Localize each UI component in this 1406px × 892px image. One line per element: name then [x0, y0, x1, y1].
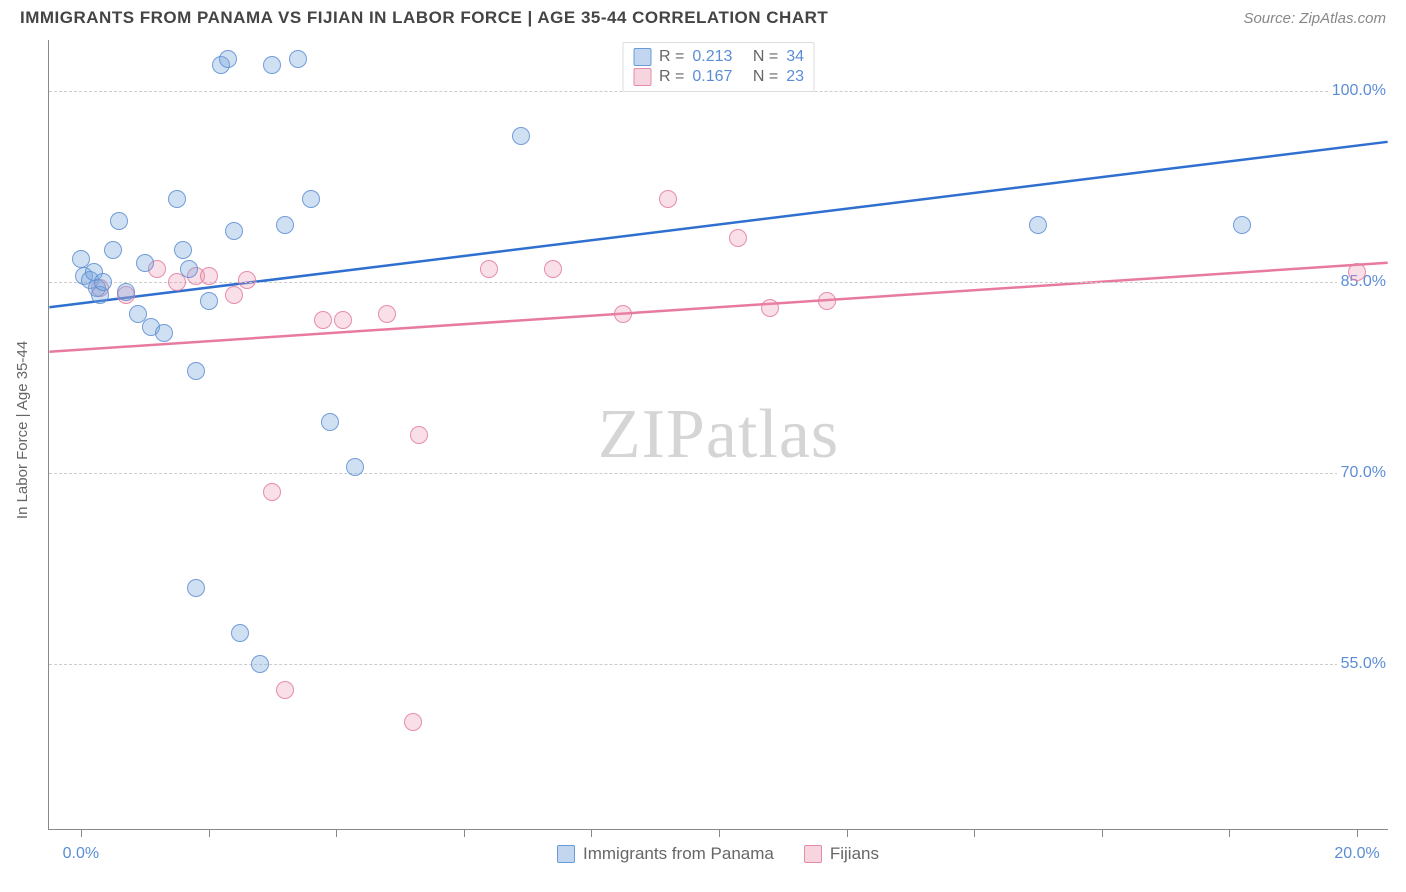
data-point-pink	[480, 260, 498, 278]
data-point-blue	[231, 624, 249, 642]
data-point-pink	[200, 267, 218, 285]
data-point-pink	[263, 483, 281, 501]
data-point-pink	[404, 713, 422, 731]
legend-row-blue: R = 0.213 N = 34	[633, 47, 804, 67]
chart-container: ZIPatlas R = 0.213 N = 34 R = 0.167 N = …	[48, 40, 1388, 830]
x-tick	[974, 829, 975, 837]
data-point-blue	[512, 127, 530, 145]
data-point-pink	[544, 260, 562, 278]
y-tick-label: 70.0%	[1337, 464, 1390, 482]
swatch-pink-icon	[804, 845, 822, 863]
x-tick	[1357, 829, 1358, 837]
data-point-pink	[378, 305, 396, 323]
x-tick	[719, 829, 720, 837]
data-point-blue	[302, 190, 320, 208]
legend-r-value: 0.167	[692, 68, 732, 86]
data-point-pink	[276, 681, 294, 699]
data-point-pink	[659, 190, 677, 208]
data-point-blue	[289, 50, 307, 68]
data-point-pink	[761, 299, 779, 317]
chart-source: Source: ZipAtlas.com	[1243, 10, 1386, 27]
data-point-blue	[136, 254, 154, 272]
legend-label: Fijians	[830, 844, 879, 864]
data-point-pink	[334, 311, 352, 329]
data-point-blue	[346, 458, 364, 476]
data-point-blue	[219, 50, 237, 68]
data-point-blue	[251, 655, 269, 673]
data-point-blue	[1233, 216, 1251, 234]
x-tick	[591, 829, 592, 837]
x-tick	[336, 829, 337, 837]
data-point-pink	[314, 311, 332, 329]
data-point-blue	[187, 362, 205, 380]
chart-header: IMMIGRANTS FROM PANAMA VS FIJIAN IN LABO…	[0, 0, 1406, 34]
gridline	[49, 473, 1388, 474]
y-tick-label: 55.0%	[1337, 655, 1390, 673]
y-axis-label: In Labor Force | Age 35-44	[14, 341, 31, 519]
legend-r-value: 0.213	[692, 48, 732, 66]
swatch-pink-icon	[633, 68, 651, 86]
swatch-blue-icon	[557, 845, 575, 863]
legend-n-value: 34	[786, 48, 804, 66]
x-tick	[1102, 829, 1103, 837]
data-point-blue	[174, 241, 192, 259]
data-point-blue	[200, 292, 218, 310]
data-point-blue	[1029, 216, 1047, 234]
data-point-pink	[225, 286, 243, 304]
legend-n-label: N =	[753, 68, 778, 86]
x-tick	[464, 829, 465, 837]
watermark: ZIPatlas	[598, 395, 839, 475]
data-point-pink	[729, 229, 747, 247]
legend-n-value: 23	[786, 68, 804, 86]
legend-n-label: N =	[753, 48, 778, 66]
legend-r-label: R =	[659, 68, 684, 86]
x-tick	[1229, 829, 1230, 837]
y-tick-label: 100.0%	[1328, 82, 1390, 100]
data-point-blue	[263, 56, 281, 74]
watermark-zip: ZIP	[598, 396, 706, 473]
trend-lines	[49, 40, 1388, 829]
plot-area: ZIPatlas R = 0.213 N = 34 R = 0.167 N = …	[48, 40, 1388, 830]
legend-correlation: R = 0.213 N = 34 R = 0.167 N = 23	[622, 42, 815, 92]
data-point-pink	[238, 271, 256, 289]
x-tick-label-right: 20.0%	[1334, 845, 1379, 863]
data-point-blue	[110, 212, 128, 230]
x-tick-label-left: 0.0%	[63, 845, 99, 863]
x-tick	[847, 829, 848, 837]
data-point-blue	[276, 216, 294, 234]
legend-r-label: R =	[659, 48, 684, 66]
x-tick	[81, 829, 82, 837]
legend-label: Immigrants from Panama	[583, 844, 774, 864]
data-point-pink	[614, 305, 632, 323]
data-point-blue	[104, 241, 122, 259]
data-point-blue	[321, 413, 339, 431]
legend-item-blue: Immigrants from Panama	[557, 844, 774, 864]
data-point-blue	[225, 222, 243, 240]
data-point-pink	[410, 426, 428, 444]
chart-title: IMMIGRANTS FROM PANAMA VS FIJIAN IN LABO…	[20, 8, 828, 28]
x-tick	[209, 829, 210, 837]
swatch-blue-icon	[633, 48, 651, 66]
data-point-blue	[187, 579, 205, 597]
data-point-pink	[818, 292, 836, 310]
data-point-blue	[94, 273, 112, 291]
data-point-blue	[168, 190, 186, 208]
watermark-atlas: atlas	[706, 396, 839, 473]
data-point-pink	[1348, 263, 1366, 281]
data-point-blue	[117, 283, 135, 301]
legend-item-pink: Fijians	[804, 844, 879, 864]
data-point-blue	[180, 260, 198, 278]
legend-series: Immigrants from Panama Fijians	[557, 844, 879, 864]
legend-row-pink: R = 0.167 N = 23	[633, 67, 804, 87]
data-point-blue	[155, 324, 173, 342]
